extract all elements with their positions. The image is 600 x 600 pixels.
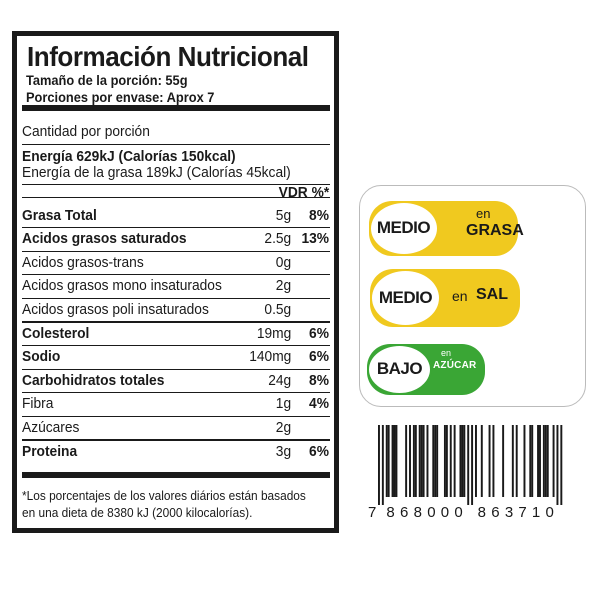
svg-text:0: 0 (427, 504, 435, 520)
svg-text:8: 8 (386, 504, 394, 520)
svg-text:6: 6 (491, 504, 499, 520)
svg-text:0: 0 (546, 504, 554, 520)
svg-text:7: 7 (368, 504, 376, 520)
svg-text:1: 1 (532, 504, 540, 520)
svg-text:8: 8 (478, 504, 486, 520)
svg-text:8: 8 (414, 504, 422, 520)
svg-text:0: 0 (454, 504, 462, 520)
svg-text:0: 0 (441, 504, 449, 520)
svg-text:3: 3 (505, 504, 513, 520)
svg-text:7: 7 (518, 504, 526, 520)
svg-text:6: 6 (400, 504, 408, 520)
